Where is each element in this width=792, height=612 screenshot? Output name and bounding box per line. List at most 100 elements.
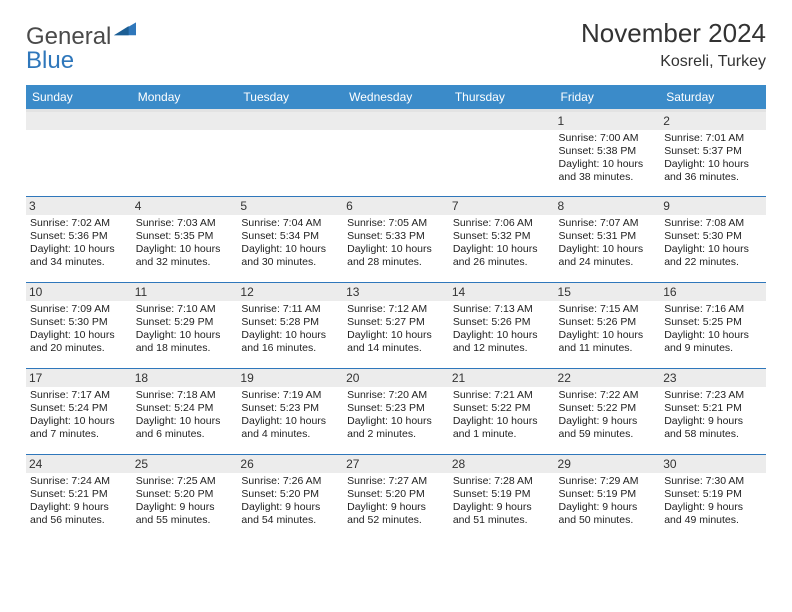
sunrise-text: Sunrise: 7:09 AM xyxy=(30,303,128,316)
sunrise-text: Sunrise: 7:16 AM xyxy=(664,303,762,316)
day-sun-data: Sunrise: 7:07 AMSunset: 5:31 PMDaylight:… xyxy=(559,217,657,270)
sunrise-text: Sunrise: 7:20 AM xyxy=(347,389,445,402)
calendar-day-cell: 21Sunrise: 7:21 AMSunset: 5:22 PMDayligh… xyxy=(449,369,555,455)
day-sun-data: Sunrise: 7:12 AMSunset: 5:27 PMDaylight:… xyxy=(347,303,445,356)
day-header: Sunday xyxy=(26,85,132,111)
sunset-text: Sunset: 5:19 PM xyxy=(453,488,551,501)
day-number: 14 xyxy=(449,283,555,301)
day-sun-data: Sunrise: 7:01 AMSunset: 5:37 PMDaylight:… xyxy=(664,132,762,185)
day-number: 2 xyxy=(660,112,766,130)
sunrise-text: Sunrise: 7:07 AM xyxy=(559,217,657,230)
daylight-text: Daylight: 10 hours and 9 minutes. xyxy=(664,329,762,355)
day-sun-data: Sunrise: 7:26 AMSunset: 5:20 PMDaylight:… xyxy=(241,475,339,528)
logo-word-2: Blue xyxy=(26,47,74,74)
sunset-text: Sunset: 5:21 PM xyxy=(30,488,128,501)
sunset-text: Sunset: 5:31 PM xyxy=(559,230,657,243)
daylight-text: Daylight: 10 hours and 6 minutes. xyxy=(136,415,234,441)
sunset-text: Sunset: 5:37 PM xyxy=(664,145,762,158)
calendar-day-cell: 29Sunrise: 7:29 AMSunset: 5:19 PMDayligh… xyxy=(555,455,661,541)
calendar-day-cell: 7Sunrise: 7:06 AMSunset: 5:32 PMDaylight… xyxy=(449,197,555,283)
calendar-day-cell xyxy=(26,111,132,197)
sunset-text: Sunset: 5:22 PM xyxy=(453,402,551,415)
sunset-text: Sunset: 5:24 PM xyxy=(136,402,234,415)
calendar-day-cell: 5Sunrise: 7:04 AMSunset: 5:34 PMDaylight… xyxy=(237,197,343,283)
day-header: Wednesday xyxy=(343,85,449,111)
sunrise-text: Sunrise: 7:17 AM xyxy=(30,389,128,402)
calendar-day-cell xyxy=(449,111,555,197)
daylight-text: Daylight: 10 hours and 12 minutes. xyxy=(453,329,551,355)
calendar-week-row: 3Sunrise: 7:02 AMSunset: 5:36 PMDaylight… xyxy=(26,197,766,283)
day-number: 23 xyxy=(660,369,766,387)
day-number xyxy=(449,112,555,130)
day-number: 9 xyxy=(660,197,766,215)
day-number: 15 xyxy=(555,283,661,301)
calendar-day-cell: 8Sunrise: 7:07 AMSunset: 5:31 PMDaylight… xyxy=(555,197,661,283)
day-header: Tuesday xyxy=(237,85,343,111)
day-sun-data: Sunrise: 7:04 AMSunset: 5:34 PMDaylight:… xyxy=(241,217,339,270)
daylight-text: Daylight: 10 hours and 4 minutes. xyxy=(241,415,339,441)
day-sun-data: Sunrise: 7:19 AMSunset: 5:23 PMDaylight:… xyxy=(241,389,339,442)
day-number: 17 xyxy=(26,369,132,387)
day-sun-data: Sunrise: 7:29 AMSunset: 5:19 PMDaylight:… xyxy=(559,475,657,528)
calendar-day-cell: 19 Sunrise: 7:19 AMSunset: 5:23 PMDayligh… xyxy=(237,369,343,455)
sunset-text: Sunset: 5:20 PM xyxy=(347,488,445,501)
sunrise-text: Sunrise: 7:10 AM xyxy=(136,303,234,316)
day-number: 30 xyxy=(660,455,766,473)
daylight-text: Daylight: 10 hours and 22 minutes. xyxy=(664,243,762,269)
day-sun-data: Sunrise: 7:13 AMSunset: 5:26 PMDaylight:… xyxy=(453,303,551,356)
day-sun-data: Sunrise: 7:21 AMSunset: 5:22 PMDaylight:… xyxy=(453,389,551,442)
daylight-text: Daylight: 9 hours and 52 minutes. xyxy=(347,501,445,527)
sunset-text: Sunset: 5:26 PM xyxy=(559,316,657,329)
day-number: 20 xyxy=(343,369,449,387)
day-sun-data: Sunrise: 7:09 AMSunset: 5:30 PMDaylight:… xyxy=(30,303,128,356)
sunrise-text: Sunrise: 7:04 AM xyxy=(241,217,339,230)
day-header: Saturday xyxy=(660,85,766,111)
sunrise-text: Sunrise: 7:18 AM xyxy=(136,389,234,402)
day-number: 11 xyxy=(132,283,238,301)
daylight-text: Daylight: 9 hours and 50 minutes. xyxy=(559,501,657,527)
sunset-text: Sunset: 5:30 PM xyxy=(664,230,762,243)
sunset-text: Sunset: 5:20 PM xyxy=(136,488,234,501)
sunset-text: Sunset: 5:28 PM xyxy=(241,316,339,329)
calendar-day-cell: 10Sunrise: 7:09 AMSunset: 5:30 PMDayligh… xyxy=(26,283,132,369)
day-sun-data: Sunrise: 7:03 AMSunset: 5:35 PMDaylight:… xyxy=(136,217,234,270)
sunset-text: Sunset: 5:25 PM xyxy=(664,316,762,329)
day-sun-data: Sunrise: 7:27 AMSunset: 5:20 PMDaylight:… xyxy=(347,475,445,528)
calendar-day-cell: 18Sunrise: 7:18 AMSunset: 5:24 PMDayligh… xyxy=(132,369,238,455)
day-number: 3 xyxy=(26,197,132,215)
daylight-text: Daylight: 9 hours and 59 minutes. xyxy=(559,415,657,441)
daylight-text: Daylight: 10 hours and 30 minutes. xyxy=(241,243,339,269)
sunset-text: Sunset: 5:20 PM xyxy=(241,488,339,501)
header-row: General Blue November 2024 Kosreli, Turk… xyxy=(26,18,766,73)
day-header: Thursday xyxy=(449,85,555,111)
sunrise-text: Sunrise: 7:02 AM xyxy=(30,217,128,230)
logo-triangle-icon xyxy=(114,18,136,36)
daylight-text: Daylight: 10 hours and 28 minutes. xyxy=(347,243,445,269)
sunrise-text: Sunrise: 7:05 AM xyxy=(347,217,445,230)
sunrise-text: Sunrise: 7:13 AM xyxy=(453,303,551,316)
daylight-text: Daylight: 10 hours and 11 minutes. xyxy=(559,329,657,355)
sunrise-text: Sunrise: 7:15 AM xyxy=(559,303,657,316)
sunset-text: Sunset: 5:26 PM xyxy=(453,316,551,329)
day-sun-data: Sunrise: 7:24 AMSunset: 5:21 PMDaylight:… xyxy=(30,475,128,528)
day-number: 19 xyxy=(237,369,343,387)
calendar-day-cell: 28Sunrise: 7:28 AMSunset: 5:19 PMDayligh… xyxy=(449,455,555,541)
day-number xyxy=(26,112,132,130)
sunrise-text: Sunrise: 7:22 AM xyxy=(559,389,657,402)
day-number xyxy=(132,112,238,130)
daylight-text: Daylight: 10 hours and 18 minutes. xyxy=(136,329,234,355)
day-sun-data: Sunrise: 7:00 AMSunset: 5:38 PMDaylight:… xyxy=(559,132,657,185)
day-number xyxy=(237,112,343,130)
calendar-day-cell: 20Sunrise: 7:20 AMSunset: 5:23 PMDayligh… xyxy=(343,369,449,455)
sunset-text: Sunset: 5:35 PM xyxy=(136,230,234,243)
sunrise-text: Sunrise: 7:28 AM xyxy=(453,475,551,488)
day-number: 16 xyxy=(660,283,766,301)
location-subtitle: Kosreli, Turkey xyxy=(581,53,766,71)
logo-word-1: General xyxy=(26,23,111,50)
calendar-day-cell: 17Sunrise: 7:17 AMSunset: 5:24 PMDayligh… xyxy=(26,369,132,455)
day-number: 1 xyxy=(555,112,661,130)
calendar-day-cell: 25Sunrise: 7:25 AMSunset: 5:20 PMDayligh… xyxy=(132,455,238,541)
day-sun-data: Sunrise: 7:08 AMSunset: 5:30 PMDaylight:… xyxy=(664,217,762,270)
day-number: 28 xyxy=(449,455,555,473)
sunrise-text: Sunrise: 7:30 AM xyxy=(664,475,762,488)
